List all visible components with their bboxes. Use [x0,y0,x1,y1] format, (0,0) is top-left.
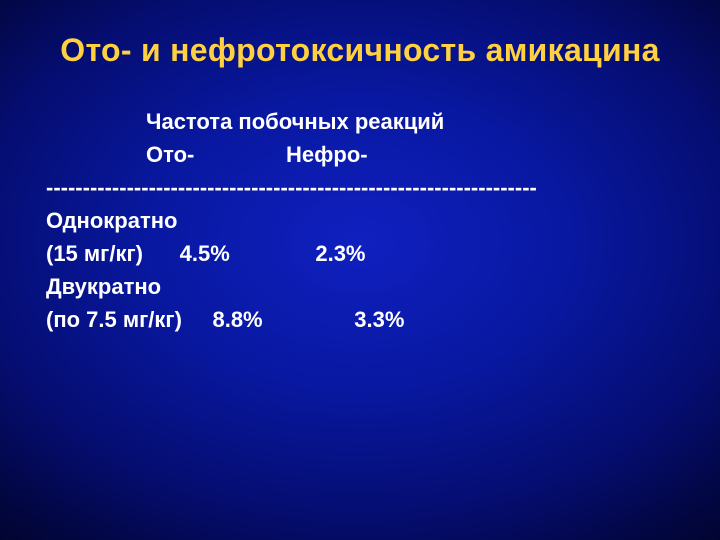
row-once-values: (15 мг/кг) 4.5% 2.3% [46,237,680,270]
header-freq: Частота побочных реакций [46,105,680,138]
divider-line: ----------------------------------------… [46,171,680,204]
slide-title: Ото- и нефротоксичность амикацина [40,32,680,69]
row-twice-label: Двукратно [46,270,680,303]
slide-body: Частота побочных реакций Ото- Нефро- ---… [40,105,680,336]
row-once-label: Однократно [46,204,680,237]
header-cols: Ото- Нефро- [46,138,680,171]
row-twice-values: (по 7.5 мг/кг) 8.8% 3.3% [46,303,680,336]
slide: Ото- и нефротоксичность амикацина Частот… [0,0,720,540]
